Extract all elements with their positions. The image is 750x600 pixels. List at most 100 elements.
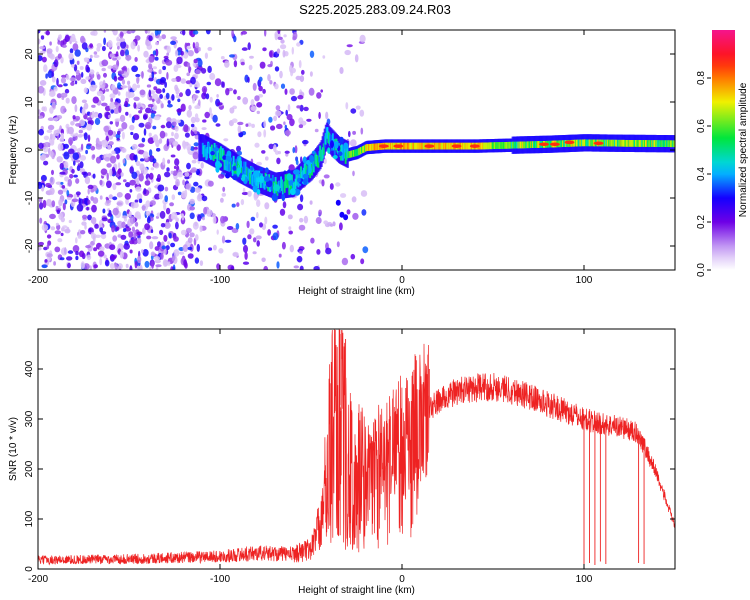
noise-blob (109, 155, 117, 164)
noise-blob (346, 44, 353, 48)
x-tick-label: -100 (210, 574, 230, 585)
noise-blob (77, 234, 82, 239)
page-title: S225.2025.283.09.24.R03 (299, 2, 451, 17)
noise-blob (64, 176, 70, 182)
noise-blob (102, 208, 106, 214)
noise-blob (148, 149, 153, 157)
noise-blob (39, 202, 44, 210)
noise-blob (226, 226, 234, 230)
noise-blob (87, 188, 90, 195)
noise-blob (134, 57, 138, 62)
noise-blob (189, 232, 195, 238)
noise-blob (112, 235, 118, 242)
noise-blob (323, 174, 330, 179)
noise-blob (262, 47, 267, 52)
noise-blob (117, 82, 122, 89)
noise-blob (120, 49, 125, 57)
noise-blob (299, 75, 305, 82)
noise-blob (201, 92, 207, 100)
noise-blob (116, 153, 120, 160)
noise-blob (150, 110, 157, 115)
noise-blob (300, 156, 303, 164)
noise-blob (165, 59, 173, 66)
noise-blob (224, 60, 230, 68)
noise-blob (106, 180, 112, 189)
noise-blob (177, 191, 182, 196)
noise-blob (263, 265, 269, 270)
noise-blob (258, 76, 263, 82)
noise-blob (276, 157, 281, 165)
noise-blob (281, 241, 286, 250)
noise-blob (136, 76, 140, 85)
noise-blob (164, 186, 169, 192)
noise-blob (182, 179, 186, 186)
noise-blob (332, 221, 336, 227)
noise-blob (254, 142, 260, 148)
noise-blob (352, 170, 355, 177)
noise-blob (117, 130, 121, 135)
noise-blob (59, 257, 65, 261)
noise-blob (40, 174, 47, 182)
noise-blob (68, 219, 72, 224)
noise-blob (75, 178, 80, 184)
noise-blob (152, 66, 157, 70)
noise-blob (105, 88, 109, 92)
noise-blob (57, 84, 63, 88)
noise-blob (186, 45, 192, 50)
noise-blob (276, 261, 280, 269)
noise-blob (350, 253, 356, 260)
noise-blob (186, 162, 191, 170)
noise-blob (284, 124, 287, 130)
noise-blob (135, 160, 141, 167)
noise-blob (190, 146, 195, 151)
noise-blob (220, 197, 224, 203)
noise-blob (101, 59, 109, 67)
noise-blob (159, 94, 164, 99)
noise-blob (152, 158, 157, 164)
noise-blob (277, 150, 281, 155)
noise-blob (222, 186, 226, 192)
noise-blob (70, 81, 75, 86)
noise-blob (59, 162, 64, 170)
noise-blob (288, 230, 294, 235)
noise-blob (194, 113, 199, 120)
noise-blob (41, 264, 48, 269)
noise-blob (49, 213, 56, 220)
noise-blob (62, 187, 68, 193)
noise-blob (58, 199, 63, 207)
noise-blob (113, 107, 120, 114)
noise-blob (48, 91, 56, 97)
noise-blob (106, 172, 109, 181)
noise-blob (216, 94, 219, 98)
noise-blob (207, 46, 213, 51)
noise-blob (117, 128, 124, 132)
noise-blob (237, 96, 241, 100)
noise-blob (149, 241, 154, 250)
noise-blob (90, 217, 97, 224)
noise-blob (251, 123, 256, 128)
noise-blob (272, 224, 278, 229)
noise-blob (57, 53, 62, 59)
noise-blob (314, 128, 319, 133)
noise-blob (78, 129, 84, 134)
noise-blob (81, 42, 88, 50)
noise-blob (158, 35, 162, 42)
noise-blob (171, 94, 175, 101)
noise-blob (147, 30, 151, 34)
noise-blob (141, 71, 144, 79)
noise-blob (60, 232, 64, 237)
noise-blob (242, 97, 249, 105)
noise-blob (155, 266, 159, 270)
noise-blob (131, 65, 139, 73)
noise-blob (108, 141, 114, 146)
noise-blob (241, 191, 249, 196)
noise-blob (164, 171, 171, 178)
noise-blob (78, 250, 85, 258)
noise-blob (121, 122, 128, 130)
noise-blob (129, 166, 134, 174)
noise-blob (187, 50, 194, 57)
noise-blob (149, 266, 152, 270)
noise-blob (110, 97, 114, 103)
noise-blob (216, 263, 221, 270)
noise-blob (195, 234, 199, 241)
